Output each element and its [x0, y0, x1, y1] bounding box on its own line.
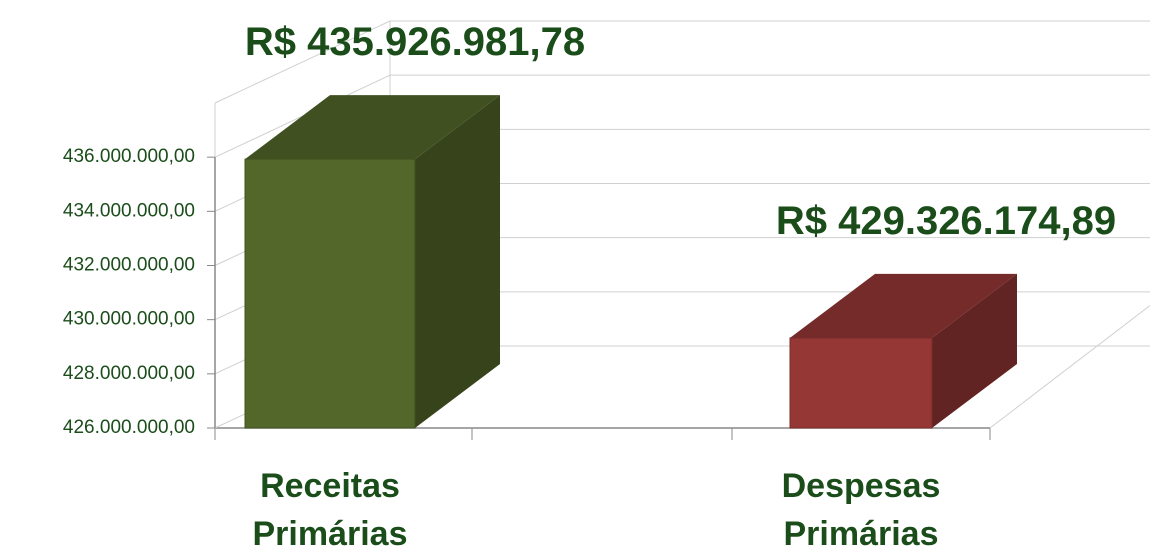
grid-line: [214, 74, 1150, 158]
value-label: R$ 429.326.174,89: [776, 199, 1116, 243]
y-tick-label: 434.000.000,00: [63, 200, 195, 221]
x-tick-label: Receitas Primárias: [252, 467, 408, 553]
x-tick-label: Despesas Primárias: [781, 467, 941, 553]
bar: [789, 337, 933, 429]
y-tick-label: 428.000.000,00: [63, 363, 195, 384]
y-tick-label: 432.000.000,00: [63, 255, 195, 276]
bar-top: [790, 273, 1017, 338]
bar: [244, 158, 416, 429]
y-tick-label: 426.000.000,00: [63, 417, 195, 438]
bar-side: [415, 95, 500, 429]
value-label: R$ 435.926.981,78: [245, 20, 585, 64]
floor-edge: [989, 305, 1151, 429]
y-tick-label: 436.000.000,00: [63, 146, 195, 167]
y-tick-label: 430.000.000,00: [63, 309, 195, 330]
bar-side: [932, 273, 1017, 428]
bar-top: [245, 95, 500, 160]
